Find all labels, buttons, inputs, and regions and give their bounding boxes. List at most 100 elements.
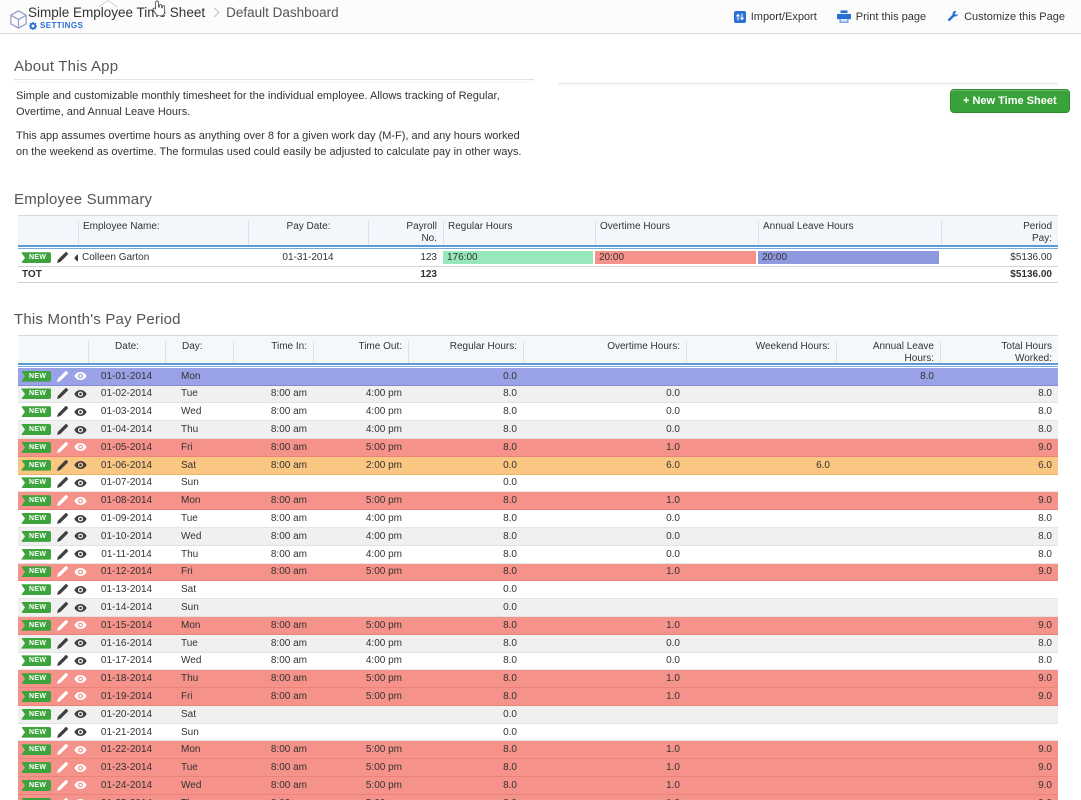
breadcrumb: Simple Employee Time Sheet Default Dashbo… [28,5,339,20]
import-export-link[interactable]: Import/Export [733,10,817,23]
new-record-button[interactable]: NEW [21,477,52,489]
view-icon[interactable] [74,621,87,630]
employee-summary-section: Employee Summary Employee Name: Pay Date… [0,191,1081,283]
cell-date: 01-25-2014 [88,798,165,800]
cell-day: Sun [181,602,199,613]
edit-icon[interactable] [57,513,69,525]
timesheet-row: NEW 01-15-2014 Mon 8:00 am 5:00 pm 8.0 1.0 9.0 [18,616,1058,635]
edit-icon[interactable] [57,691,69,702]
edit-icon[interactable] [57,406,69,418]
customize-link[interactable]: Customize this Page [946,10,1065,23]
edit-icon[interactable] [57,673,69,685]
new-record-button[interactable]: NEW [21,388,52,400]
new-record-button[interactable]: NEW [21,584,52,596]
edit-icon[interactable] [57,602,69,613]
new-record-button[interactable]: NEW [21,548,52,560]
view-icon[interactable] [74,478,87,487]
breadcrumb-dashboard-name[interactable]: Default Dashboard [226,5,339,20]
new-record-button[interactable]: NEW [21,726,52,738]
new-record-button[interactable]: NEW [21,690,52,702]
view-icon[interactable] [74,550,87,559]
edit-icon[interactable] [57,762,69,774]
edit-icon[interactable] [57,780,69,791]
view-icon[interactable] [74,781,87,790]
new-record-button[interactable]: NEW [21,708,52,720]
new-record-button[interactable]: NEW [21,406,52,418]
edit-icon[interactable] [57,637,69,649]
view-icon[interactable] [74,514,87,523]
edit-icon[interactable] [57,584,69,596]
pay-period-heading: This Month's Pay Period [14,310,181,328]
view-icon[interactable] [74,745,87,754]
view-icon[interactable] [74,567,87,576]
edit-icon[interactable] [57,530,69,542]
new-record-button[interactable]: NEW [21,619,52,631]
edit-icon[interactable] [57,548,69,560]
new-record-button[interactable]: NEW [21,252,52,264]
view-icon[interactable] [74,254,78,262]
row-actions: NEW [18,495,88,507]
edit-icon[interactable] [57,459,69,471]
new-record-button[interactable]: NEW [21,762,52,774]
cell-day: Mon [181,370,201,382]
breadcrumb-app-title[interactable]: Simple Employee Time Sheet [28,5,206,20]
new-record-button[interactable]: NEW [21,655,52,667]
view-icon[interactable] [74,372,87,381]
settings-link[interactable]: SETTINGS [29,21,83,30]
view-icon[interactable] [74,763,87,772]
edit-icon[interactable] [57,495,69,507]
edit-icon[interactable] [57,655,69,667]
cell-overtime-hours: 0.0 [666,530,680,542]
new-record-button[interactable]: NEW [21,424,52,436]
edit-icon[interactable] [57,726,69,738]
edit-icon[interactable] [57,744,69,756]
edit-icon[interactable] [57,797,69,800]
view-icon[interactable] [74,496,87,505]
cell-time-out: 5:00 pm [365,762,402,774]
edit-icon[interactable] [57,441,69,453]
view-icon[interactable] [74,710,87,719]
edit-icon[interactable] [57,252,69,264]
view-icon[interactable] [74,407,87,416]
print-link[interactable]: Print this page [836,10,926,23]
cell-time-out: 5:00 pm [365,566,402,578]
view-icon[interactable] [74,639,87,648]
new-record-button[interactable]: NEW [21,495,52,507]
new-record-button[interactable]: NEW [21,673,52,685]
view-icon[interactable] [74,425,87,434]
import-export-icon [733,11,746,23]
new-record-button[interactable]: NEW [21,779,52,791]
new-record-button[interactable]: NEW [21,602,52,613]
new-record-button[interactable]: NEW [21,441,52,453]
edit-icon[interactable] [57,566,69,578]
edit-icon[interactable] [57,477,69,489]
mouse-cursor [152,0,166,21]
view-icon[interactable] [74,692,87,701]
new-record-button[interactable]: NEW [21,370,52,382]
edit-icon[interactable] [57,424,69,436]
view-icon[interactable] [74,389,87,398]
about-paragraph-1: Simple and customizable monthly timeshee… [16,90,500,118]
new-record-button[interactable]: NEW [21,530,52,542]
new-record-button[interactable]: NEW [21,637,52,649]
edit-icon[interactable] [57,388,69,400]
view-icon[interactable] [74,728,87,737]
view-icon[interactable] [74,461,87,470]
view-icon[interactable] [74,585,87,594]
view-icon[interactable] [74,603,87,612]
edit-icon[interactable] [57,370,69,382]
view-icon[interactable] [74,443,87,452]
new-record-button[interactable]: NEW [21,513,52,525]
new-record-button[interactable]: NEW [21,459,52,471]
new-record-button[interactable]: NEW [21,566,52,578]
view-icon[interactable] [74,674,87,683]
cell-total-hours: 9.0 [1038,762,1052,774]
edit-icon[interactable] [57,708,69,720]
new-record-button[interactable]: NEW [21,744,52,756]
view-icon[interactable] [74,656,87,665]
view-icon[interactable] [74,532,87,541]
new-time-sheet-button[interactable]: + New Time Sheet [950,89,1070,113]
row-actions: NEW [18,762,88,774]
edit-icon[interactable] [57,619,69,631]
cell-time-out: 4:00 pm [365,548,402,560]
